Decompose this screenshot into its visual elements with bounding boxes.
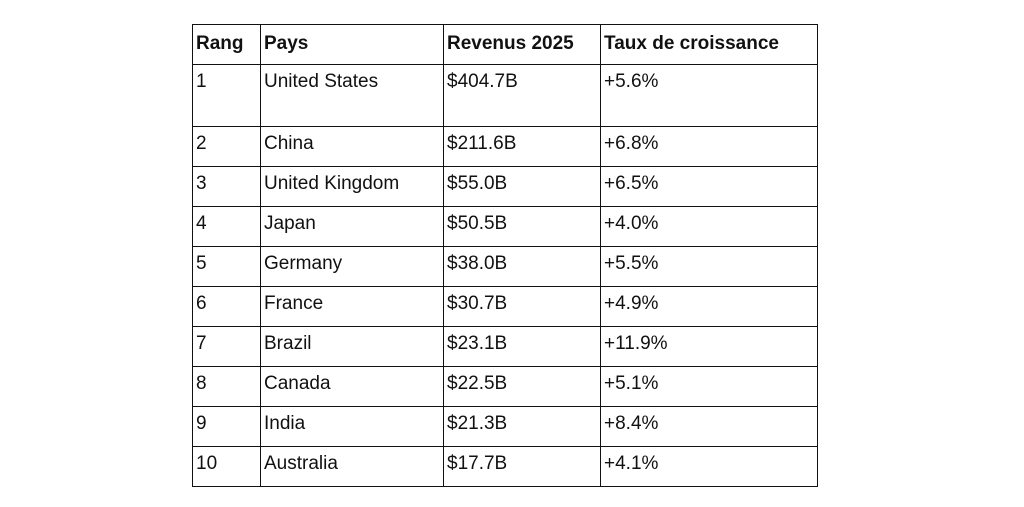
cell-revenue: $38.0B (443, 246, 601, 287)
table-row: 2 China $211.6B +6.8% (192, 126, 818, 167)
cell-rank: 3 (192, 166, 261, 207)
header-rank: Rang (192, 24, 261, 65)
cell-country: France (260, 286, 444, 327)
table-row: 7 Brazil $23.1B +11.9% (192, 326, 818, 367)
cell-revenue: $55.0B (443, 166, 601, 207)
cell-revenue: $23.1B (443, 326, 601, 367)
header-growth: Taux de croissance (600, 24, 818, 65)
cell-country: United Kingdom (260, 166, 444, 207)
cell-growth: +5.1% (600, 366, 818, 407)
table-row: 6 France $30.7B +4.9% (192, 286, 818, 327)
cell-revenue: $50.5B (443, 206, 601, 247)
cell-rank: 2 (192, 126, 261, 167)
cell-growth: +4.9% (600, 286, 818, 327)
cell-revenue: $21.3B (443, 406, 601, 447)
cell-country: Germany (260, 246, 444, 287)
cell-rank: 9 (192, 406, 261, 447)
cell-revenue: $22.5B (443, 366, 601, 407)
cell-country: Canada (260, 366, 444, 407)
cell-growth: +4.0% (600, 206, 818, 247)
cell-rank: 10 (192, 446, 261, 487)
cell-country: China (260, 126, 444, 167)
header-country: Pays (260, 24, 444, 65)
table-row: 3 United Kingdom $55.0B +6.5% (192, 166, 818, 207)
cell-country: Brazil (260, 326, 444, 367)
table-row: 4 Japan $50.5B +4.0% (192, 206, 818, 247)
cell-country: Australia (260, 446, 444, 487)
cell-rank: 6 (192, 286, 261, 327)
cell-growth: +6.8% (600, 126, 818, 167)
cell-revenue: $211.6B (443, 126, 601, 167)
table-row: 9 India $21.3B +8.4% (192, 406, 818, 447)
header-revenue: Revenus 2025 (443, 24, 601, 65)
cell-country: United States (260, 64, 444, 127)
cell-country: Japan (260, 206, 444, 247)
cell-growth: +11.9% (600, 326, 818, 367)
cell-growth: +5.6% (600, 64, 818, 127)
revenue-table: Rang Pays Revenus 2025 Taux de croissanc… (192, 24, 818, 487)
table-row: 5 Germany $38.0B +5.5% (192, 246, 818, 287)
cell-growth: +4.1% (600, 446, 818, 487)
cell-rank: 1 (192, 64, 261, 127)
cell-revenue: $17.7B (443, 446, 601, 487)
cell-growth: +6.5% (600, 166, 818, 207)
cell-rank: 8 (192, 366, 261, 407)
table-header-row: Rang Pays Revenus 2025 Taux de croissanc… (192, 24, 818, 65)
cell-rank: 7 (192, 326, 261, 367)
cell-rank: 5 (192, 246, 261, 287)
cell-growth: +8.4% (600, 406, 818, 447)
table-row: 10 Australia $17.7B +4.1% (192, 446, 818, 487)
cell-revenue: $404.7B (443, 64, 601, 127)
table-row: 1 United States $404.7B +5.6% (192, 64, 818, 127)
cell-growth: +5.5% (600, 246, 818, 287)
cell-rank: 4 (192, 206, 261, 247)
cell-revenue: $30.7B (443, 286, 601, 327)
cell-country: India (260, 406, 444, 447)
table-row: 8 Canada $22.5B +5.1% (192, 366, 818, 407)
